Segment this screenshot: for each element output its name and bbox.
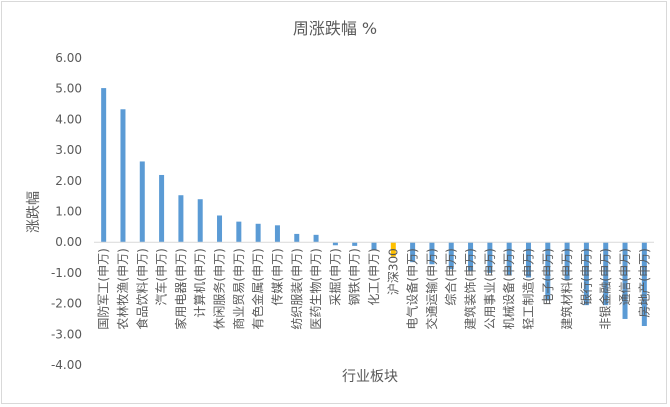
x-tick-label: 非银金融(申万) [598, 248, 613, 329]
y-tick-label: 1.00 [55, 205, 82, 219]
bar [487, 242, 493, 273]
bar [313, 234, 319, 243]
x-axis-ticks: 国防军工(申万) 农林牧渔(申万) 食品饮料(申万) 汽车(申万) 家用电器(申万) 计算… [96, 248, 652, 329]
x-tick-label: 家用电器(申万) [173, 248, 188, 329]
x-tick-label: 电气设备(申万) [405, 248, 420, 329]
x-tick-label: 钢铁(申万) [348, 248, 362, 305]
x-tick-label: 电子(申万) [541, 248, 555, 305]
y-axis-ticks: 6.00 5.00 4.00 3.00 2.00 1.00 0.00 -1.00 -2.00 -3… [51, 51, 82, 372]
bar [603, 242, 609, 306]
y-tick-label: 0.00 [55, 235, 82, 249]
x-tick-label: 国防军工(申万) [96, 248, 111, 329]
y-tick-label: 6.00 [55, 51, 82, 65]
x-tick-label: 化工(申万) [367, 248, 381, 305]
bar [622, 242, 628, 319]
x-tick-label: 综合(申万) [443, 248, 458, 305]
x-tick-label: 计算机(申万) [192, 248, 207, 317]
y-tick-label: -4.00 [51, 358, 82, 372]
bar [294, 233, 300, 243]
bar [390, 242, 396, 257]
x-tick-label: 公用事业(申万) [483, 248, 497, 329]
x-axis-title: 行业板块 [342, 369, 398, 385]
bar [545, 242, 551, 301]
bar [506, 242, 512, 276]
x-tick-label: 传媒(申万) [269, 248, 284, 305]
x-tick-label: 农林牧渔(申万) [116, 248, 130, 329]
x-tick-label: 轻工制造(申万) [521, 248, 535, 329]
bars [101, 88, 647, 327]
bar [564, 242, 570, 280]
bar [197, 199, 203, 243]
bar [352, 242, 358, 246]
bar [274, 225, 280, 243]
x-tick-label: 通信(申万) [618, 248, 632, 305]
x-tick-label: 纺织服装(申万) [290, 248, 304, 329]
y-tick-label: -2.00 [51, 297, 82, 311]
x-tick-label: 机械设备(申万) [501, 248, 516, 329]
bar [641, 242, 647, 327]
bar [583, 242, 589, 306]
x-tick-label: 建筑装饰(申万) [463, 248, 478, 329]
x-tick-label: 休闲服务(申万) [212, 248, 227, 329]
bar [139, 161, 145, 243]
bar [525, 242, 531, 278]
x-tick-label: 建筑材料(申万) [559, 248, 574, 329]
x-tick-label: 交通运输(申万) [424, 248, 439, 329]
y-tick-label: 5.00 [55, 82, 82, 96]
bar [371, 242, 377, 250]
x-tick-label: 商业贸易(申万) [231, 248, 246, 329]
bar [236, 221, 242, 243]
x-tick-label: 房地产(申万) [636, 248, 651, 317]
bar [120, 109, 126, 243]
bar [101, 88, 107, 243]
y-axis-title: 涨跌幅 [26, 191, 42, 233]
bar [468, 242, 474, 272]
bar [429, 242, 435, 265]
y-tick-label: 2.00 [55, 174, 82, 188]
bar [159, 174, 165, 243]
x-tick-label: 有色金属(申万) [250, 248, 265, 329]
y-tick-label: -3.00 [51, 327, 82, 341]
chart-title: 周涨跌幅 % [293, 19, 377, 38]
x-tick-label: 沪深300 [386, 248, 400, 295]
y-tick-label: 3.00 [55, 143, 82, 157]
x-tick-label: 银行(申万) [579, 248, 593, 305]
x-tick-label: 采掘(申万) [327, 248, 342, 305]
x-tick-label: 食品饮料(申万) [134, 248, 149, 329]
bar [410, 242, 416, 263]
x-tick-label: 汽车(申万) [154, 248, 169, 305]
bar [448, 242, 454, 270]
bar [217, 215, 223, 243]
y-tick-label: -1.00 [51, 266, 82, 280]
y-tick-label: 4.00 [55, 112, 82, 126]
bar [178, 195, 184, 243]
bar [255, 223, 261, 243]
bar [332, 242, 338, 246]
x-tick-label: 医药生物(申万) [309, 248, 323, 329]
